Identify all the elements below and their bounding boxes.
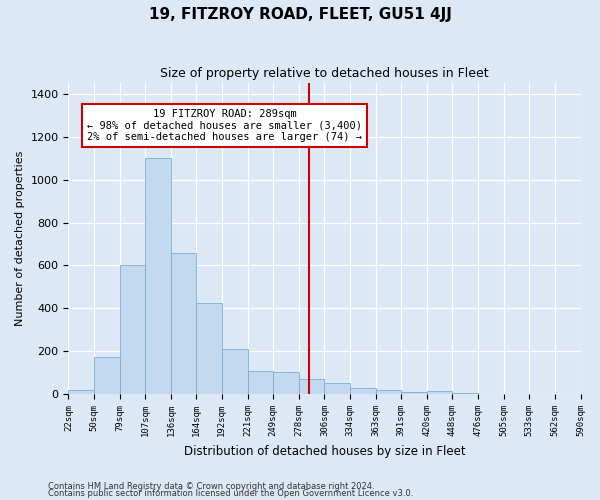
Text: 19 FITZROY ROAD: 289sqm
← 98% of detached houses are smaller (3,400)
2% of semi-: 19 FITZROY ROAD: 289sqm ← 98% of detache… — [87, 109, 362, 142]
Bar — [221, 349, 248, 394]
Bar — [299, 379, 325, 394]
Bar — [145, 158, 171, 394]
Bar — [401, 392, 427, 394]
Text: Contains HM Land Registry data © Crown copyright and database right 2024.: Contains HM Land Registry data © Crown c… — [48, 482, 374, 491]
Bar — [427, 392, 452, 394]
Bar — [120, 266, 145, 394]
Y-axis label: Number of detached properties: Number of detached properties — [15, 151, 25, 326]
Text: 19, FITZROY ROAD, FLEET, GU51 4JJ: 19, FITZROY ROAD, FLEET, GU51 4JJ — [149, 8, 451, 22]
X-axis label: Distribution of detached houses by size in Fleet: Distribution of detached houses by size … — [184, 444, 465, 458]
Title: Size of property relative to detached houses in Fleet: Size of property relative to detached ho… — [160, 68, 489, 80]
Bar — [94, 356, 120, 394]
Bar — [171, 252, 196, 394]
Bar — [350, 388, 376, 394]
Text: Contains public sector information licensed under the Open Government Licence v3: Contains public sector information licen… — [48, 489, 413, 498]
Bar — [68, 390, 94, 394]
Bar — [273, 372, 299, 394]
Bar — [196, 303, 221, 394]
Bar — [325, 384, 350, 394]
Bar — [452, 393, 478, 394]
Bar — [248, 370, 273, 394]
Bar — [376, 390, 401, 394]
